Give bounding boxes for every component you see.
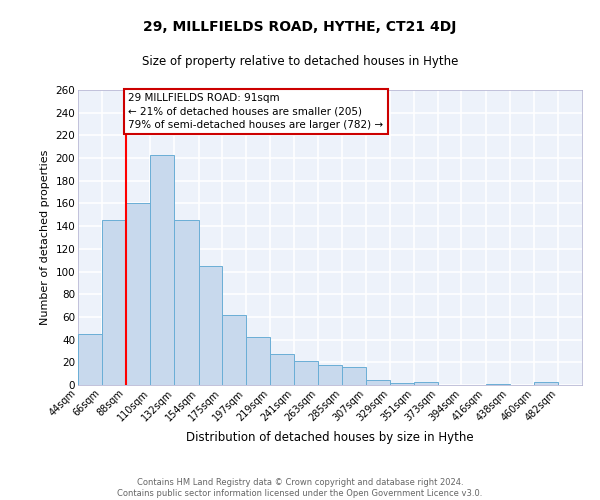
Bar [534, 382, 558, 385]
Bar [245, 338, 270, 385]
Bar [366, 380, 390, 385]
Bar [342, 367, 366, 385]
Text: 29, MILLFIELDS ROAD, HYTHE, CT21 4DJ: 29, MILLFIELDS ROAD, HYTHE, CT21 4DJ [143, 20, 457, 34]
Bar [294, 361, 318, 385]
Bar [390, 382, 415, 385]
Y-axis label: Number of detached properties: Number of detached properties [40, 150, 50, 325]
Text: Size of property relative to detached houses in Hythe: Size of property relative to detached ho… [142, 55, 458, 68]
Bar [270, 354, 294, 385]
Bar [199, 266, 221, 385]
Bar [126, 204, 151, 385]
Text: Contains HM Land Registry data © Crown copyright and database right 2024.
Contai: Contains HM Land Registry data © Crown c… [118, 478, 482, 498]
Bar [175, 220, 199, 385]
Text: 29 MILLFIELDS ROAD: 91sqm
← 21% of detached houses are smaller (205)
79% of semi: 29 MILLFIELDS ROAD: 91sqm ← 21% of detac… [128, 94, 383, 130]
Bar [102, 220, 126, 385]
Bar [221, 314, 245, 385]
Bar [151, 154, 175, 385]
Bar [485, 384, 509, 385]
Bar [318, 364, 342, 385]
Bar [415, 382, 439, 385]
X-axis label: Distribution of detached houses by size in Hythe: Distribution of detached houses by size … [186, 431, 474, 444]
Bar [78, 334, 102, 385]
